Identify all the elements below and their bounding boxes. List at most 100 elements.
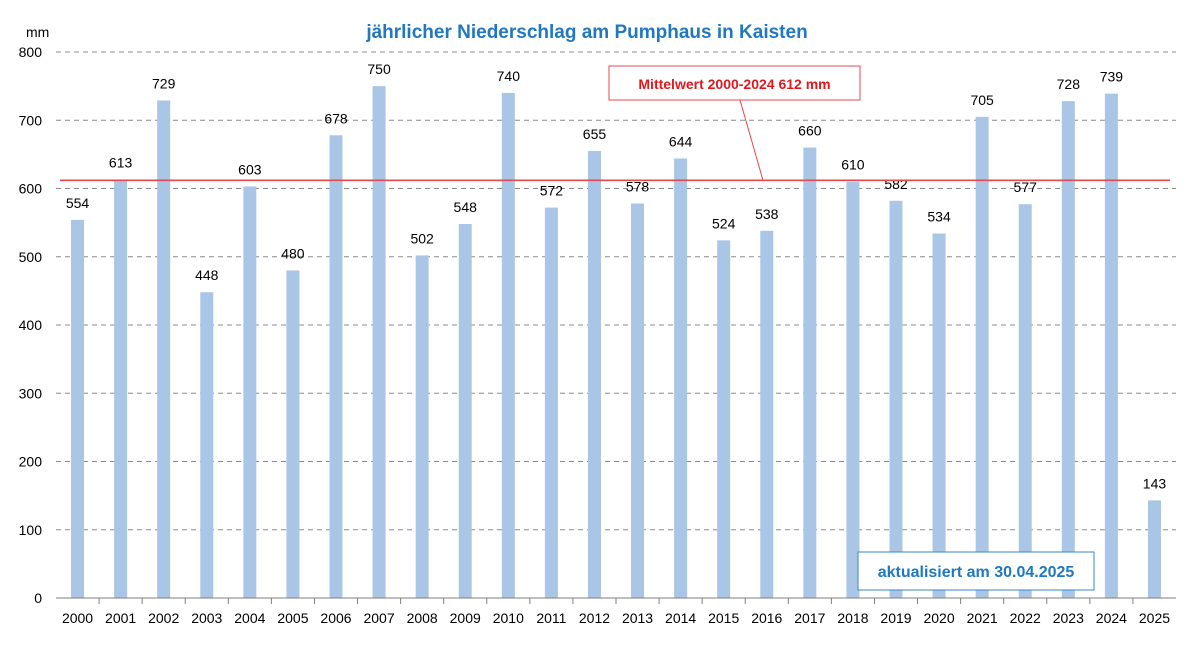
data-label-2020: 534: [927, 209, 951, 225]
data-label-2007: 750: [367, 61, 391, 77]
x-tick-label: 2003: [191, 610, 222, 626]
bar-2011: [544, 207, 558, 599]
data-label-2000: 554: [66, 195, 90, 211]
mean-label: Mittelwert 2000-2024 612 mm: [638, 76, 830, 92]
x-axis-ticks: 2000 2001 2002 2003 2004 2005 2006 2007 2008 2009…: [62, 598, 1170, 626]
x-tick-label: 2013: [622, 610, 653, 626]
data-label-2016: 538: [755, 206, 779, 222]
bar-2010: [501, 92, 515, 598]
bar-2025: [1147, 500, 1161, 598]
x-tick-label: 2009: [450, 610, 481, 626]
x-tick-label: 2024: [1096, 610, 1127, 626]
data-label-2024: 739: [1100, 69, 1124, 85]
mean-label-leader: [739, 99, 764, 181]
data-label-2010: 740: [497, 68, 521, 84]
x-tick-label: 2006: [320, 610, 351, 626]
data-label-2011: 572: [540, 183, 564, 199]
x-tick-label: 2011: [536, 610, 566, 626]
bar-2022: [1018, 204, 1032, 598]
bar-2024: [1104, 93, 1118, 598]
x-tick-label: 2004: [234, 610, 265, 626]
bar-2003: [200, 292, 214, 598]
chart-title: jährlicher Niederschlag am Pumphaus in K…: [365, 22, 807, 43]
x-tick-label: 2023: [1053, 610, 1084, 626]
y-tick-label: 500: [19, 249, 43, 265]
bar-2015: [717, 240, 731, 598]
data-label-2025: 143: [1143, 475, 1167, 491]
x-tick-label: 2021: [967, 610, 998, 626]
bar-2021: [975, 116, 989, 599]
data-label-2004: 603: [238, 161, 262, 177]
x-tick-label: 2018: [837, 610, 868, 626]
bar-2019: [889, 200, 903, 598]
y-tick-label: 100: [19, 522, 43, 538]
bar-2008: [415, 255, 429, 598]
bar-2002: [157, 100, 171, 599]
data-label-2005: 480: [281, 245, 305, 261]
data-label-2013: 578: [626, 179, 650, 195]
data-label-2012: 655: [583, 126, 607, 142]
data-label-2001: 613: [109, 155, 133, 171]
bar-2001: [114, 179, 128, 598]
x-tick-label: 2016: [751, 610, 782, 626]
y-tick-label: 200: [19, 454, 43, 470]
x-tick-label: 2002: [148, 610, 179, 626]
bar-2016: [760, 230, 774, 598]
data-label-2014: 644: [669, 133, 693, 149]
bar-2004: [243, 186, 257, 598]
y-tick-label: 600: [19, 181, 43, 197]
bar-2020: [932, 233, 946, 599]
bar-2005: [286, 270, 300, 598]
data-label-2002: 729: [152, 75, 176, 91]
data-label-2021: 705: [970, 92, 994, 108]
gridlines: [56, 51, 1176, 531]
y-tick-label: 0: [34, 590, 42, 606]
data-label-2019: 582: [884, 176, 908, 192]
x-tick-label: 2014: [665, 610, 696, 626]
bar-2018: [846, 181, 860, 599]
y-axis-unit: mm: [26, 24, 49, 40]
x-tick-label: 2022: [1010, 610, 1041, 626]
x-tick-label: 2010: [493, 610, 524, 626]
x-tick-label: 2008: [407, 610, 438, 626]
mean-label-box: [608, 65, 861, 101]
bar-2017: [803, 147, 817, 599]
y-tick-label: 400: [19, 317, 43, 333]
data-label-2008: 502: [410, 230, 434, 246]
bar-2000: [71, 219, 85, 598]
x-tick-label: 2001: [105, 610, 136, 626]
bars: [71, 86, 1161, 599]
data-label-2023: 728: [1057, 76, 1081, 92]
data-label-2006: 678: [324, 110, 348, 126]
data-label-2009: 548: [454, 199, 478, 215]
x-tick-label: 2012: [579, 610, 610, 626]
bar-2007: [372, 86, 386, 598]
bar-2009: [458, 223, 472, 599]
data-label-2003: 448: [195, 267, 219, 283]
x-tick-label: 2007: [363, 610, 394, 626]
x-tick-label: 2005: [277, 610, 308, 626]
x-tick-label: 2017: [794, 610, 825, 626]
y-tick-label: 300: [19, 385, 43, 401]
update-note-box: [857, 551, 1095, 591]
x-tick-label: 2020: [923, 610, 954, 626]
data-label-2017: 660: [798, 123, 822, 139]
x-tick-label: 2025: [1139, 610, 1170, 626]
x-tick-label: 2000: [62, 610, 93, 626]
bar-2013: [631, 203, 645, 598]
data-label-2018: 610: [841, 157, 865, 173]
bar-2023: [1061, 101, 1075, 598]
x-tick-label: 2019: [880, 610, 911, 626]
y-axis-ticks: 0 100 200 300 400 500 600 700 800: [19, 44, 43, 606]
x-tick-label: 2015: [708, 610, 739, 626]
data-label-2015: 524: [712, 215, 736, 231]
update-note: aktualisiert am 30.04.2025: [878, 564, 1075, 581]
y-tick-label: 700: [19, 112, 43, 128]
data-labels: 554 613 729 448 603 480 678 750 502 548 740 572 655 5…: [66, 61, 1166, 491]
bar-2012: [587, 150, 601, 598]
bar-2006: [329, 135, 343, 598]
data-label-2022: 577: [1014, 179, 1038, 195]
y-tick-label: 800: [19, 44, 43, 60]
bar-2014: [674, 158, 688, 598]
